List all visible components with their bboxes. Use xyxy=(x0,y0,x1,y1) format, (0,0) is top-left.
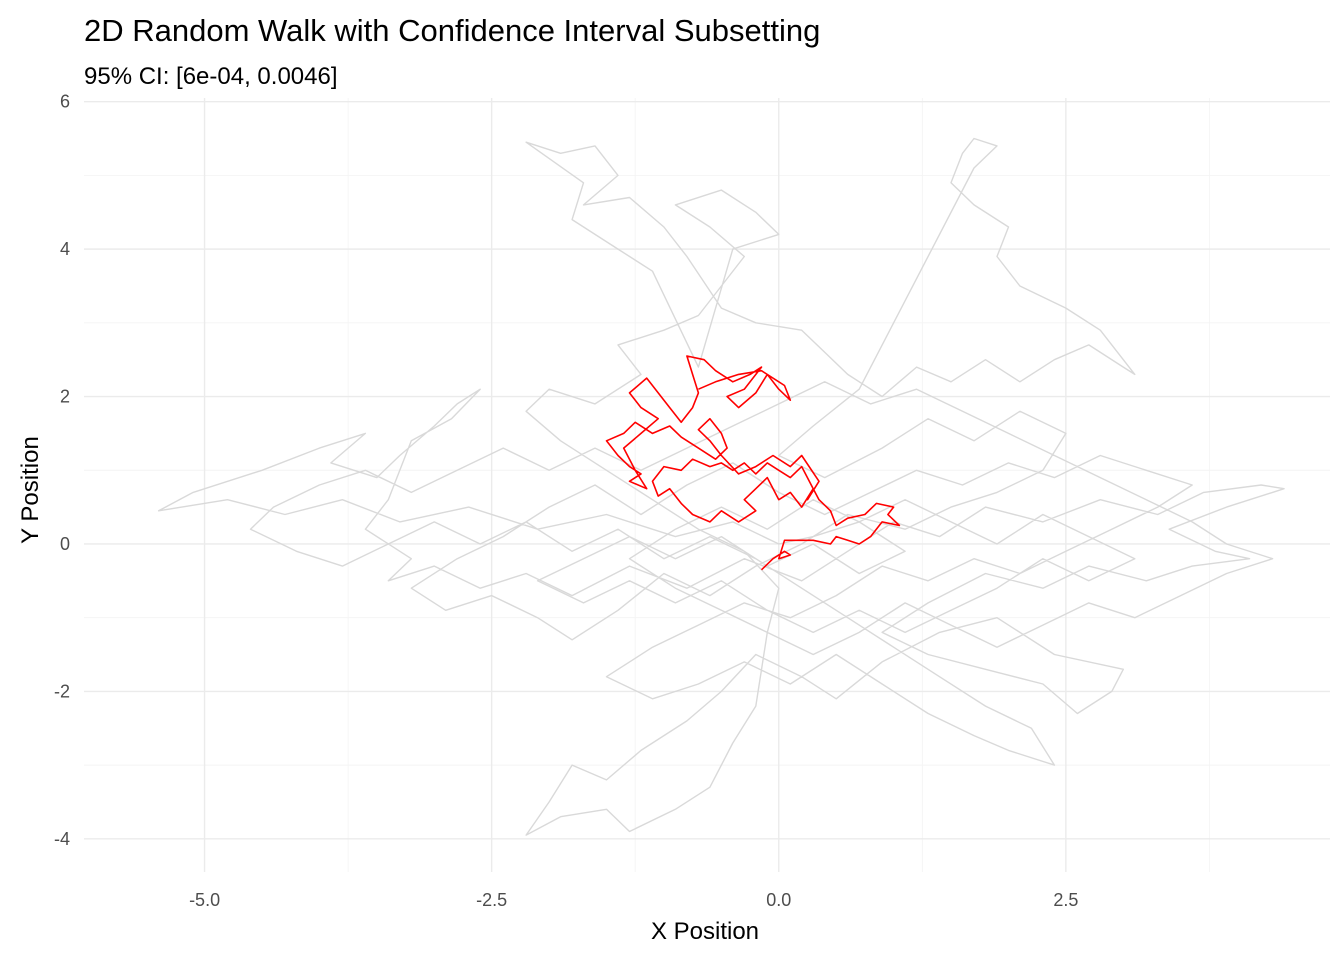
x-axis-title: X Position xyxy=(651,918,759,945)
x-tick-label: -5.0 xyxy=(189,890,220,910)
grid-minor-y xyxy=(84,174,1330,766)
y-axis-ticks: -4 -2 0 2 4 6 xyxy=(54,92,70,849)
chart-title: 2D Random Walk with Confidence Interval … xyxy=(84,13,820,48)
ci-subset-walk-line xyxy=(605,355,901,571)
x-tick-label: 0.0 xyxy=(766,890,791,910)
y-tick-label: 6 xyxy=(60,92,70,112)
x-tick-label: 2.5 xyxy=(1053,890,1078,910)
y-tick-label: -4 xyxy=(54,829,70,849)
grid-major-x xyxy=(203,98,1067,872)
y-tick-label: -2 xyxy=(54,681,70,701)
plot-panel xyxy=(157,137,1285,836)
y-tick-label: 0 xyxy=(60,534,70,554)
grid-minor-x xyxy=(347,98,1210,872)
chart-subtitle: 95% CI: [6e-04, 0.0046] xyxy=(84,63,338,90)
full-walk-line xyxy=(157,137,1285,836)
x-tick-label: -2.5 xyxy=(476,890,507,910)
x-axis-ticks: -5.0 -2.5 0.0 2.5 xyxy=(189,890,1078,910)
y-axis-title: Y Position xyxy=(17,436,44,544)
y-tick-label: 4 xyxy=(60,239,70,259)
y-tick-label: 2 xyxy=(60,387,70,407)
